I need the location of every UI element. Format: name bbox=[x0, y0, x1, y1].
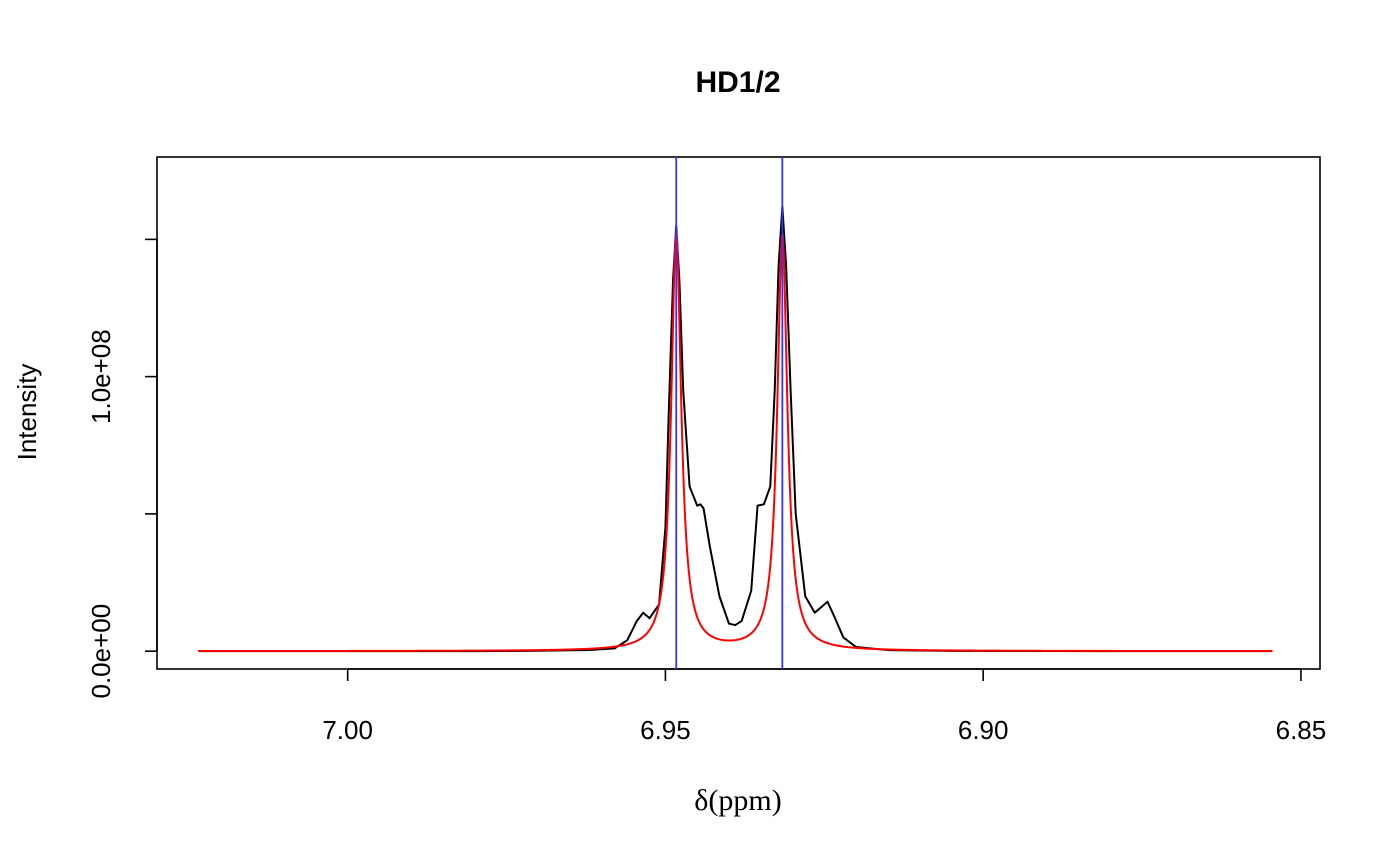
y-axis: 0.0e+00 1.0e+08 bbox=[86, 238, 158, 699]
y-axis-label: Intensity bbox=[12, 364, 42, 461]
x-tick-label: 6.90 bbox=[958, 715, 1009, 745]
x-tick-label: 6.95 bbox=[640, 715, 691, 745]
x-tick-label: 7.00 bbox=[322, 715, 373, 745]
series-measured-spectrum bbox=[198, 205, 1273, 653]
plot-box bbox=[156, 156, 1321, 670]
series-layer bbox=[198, 157, 1273, 669]
x-tick-label: 6.85 bbox=[1276, 715, 1327, 745]
y-tick-label: 1.0e+08 bbox=[86, 329, 116, 424]
series-fitted-spectrum bbox=[198, 231, 1273, 653]
y-tick-label: 0.0e+00 bbox=[86, 604, 116, 699]
chart-title: HD1/2 bbox=[695, 66, 780, 99]
x-axis: 7.00 6.95 6.90 6.85 bbox=[322, 668, 1327, 745]
x-axis-label: δ(ppm) bbox=[694, 784, 781, 817]
